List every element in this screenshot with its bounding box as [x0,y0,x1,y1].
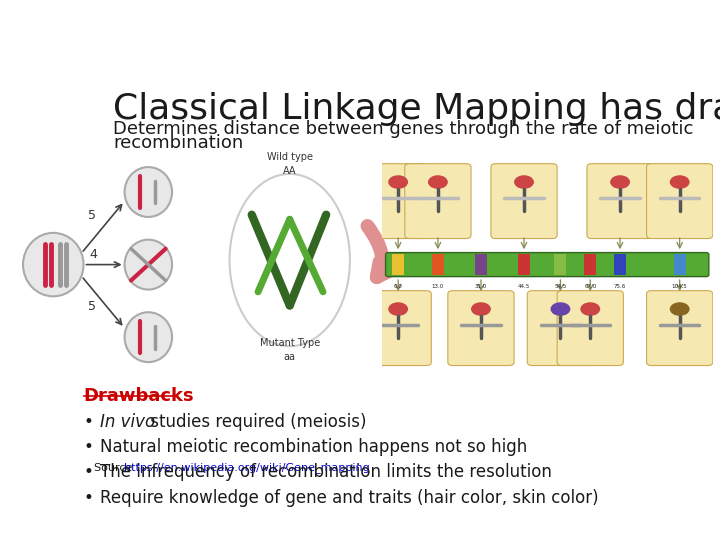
Text: 104.5: 104.5 [672,285,688,289]
Circle shape [125,312,172,362]
Text: 44.5: 44.5 [518,285,530,289]
Text: 75.6: 75.6 [614,285,626,289]
FancyBboxPatch shape [527,291,593,366]
Circle shape [125,167,172,217]
Text: 0.0: 0.0 [394,285,402,289]
Text: 67.0: 67.0 [584,285,596,289]
Circle shape [388,176,408,189]
FancyBboxPatch shape [557,291,624,366]
Circle shape [670,176,690,189]
Circle shape [23,233,84,296]
Text: 54.5: 54.5 [554,285,567,289]
Bar [614,254,626,275]
Text: Natural meiotic recombination happens not so high: Natural meiotic recombination happens no… [99,438,527,456]
Circle shape [388,302,408,316]
Circle shape [471,302,491,316]
FancyBboxPatch shape [386,253,708,276]
Text: AA: AA [283,166,297,176]
Bar [674,254,685,275]
Text: Drawbacks: Drawbacks [84,387,194,405]
FancyBboxPatch shape [647,164,713,239]
Circle shape [514,176,534,189]
Text: 13.0: 13.0 [432,285,444,289]
FancyBboxPatch shape [647,291,713,366]
FancyBboxPatch shape [448,291,514,366]
FancyBboxPatch shape [365,291,431,366]
Text: Determines distance between genes through the rate of meiotic: Determines distance between genes throug… [113,120,693,138]
Text: recombination: recombination [113,134,243,152]
FancyBboxPatch shape [587,164,653,239]
Text: Classical Linkage Mapping has drawbacks: Classical Linkage Mapping has drawbacks [113,92,720,126]
Text: 5: 5 [88,300,96,313]
Text: •: • [84,489,94,507]
Circle shape [428,176,448,189]
Bar [475,254,487,275]
FancyBboxPatch shape [491,164,557,239]
Text: 4: 4 [89,248,97,261]
FancyBboxPatch shape [365,164,431,239]
Text: https://en.wikipedia.org/wiki/Gene_mapping: https://en.wikipedia.org/wiki/Gene_mappi… [124,462,370,473]
Text: aa: aa [284,352,296,362]
Circle shape [230,174,350,346]
Text: 31.0: 31.0 [474,285,487,289]
Circle shape [125,240,172,289]
Text: •: • [84,414,94,431]
FancyBboxPatch shape [405,164,471,239]
Text: 5: 5 [88,209,96,222]
Text: In vivo: In vivo [99,414,155,431]
Bar [432,254,444,275]
Circle shape [580,302,600,316]
Text: Mutant Type: Mutant Type [260,338,320,348]
Text: Require knowledge of gene and traits (hair color, skin color): Require knowledge of gene and traits (ha… [99,489,598,507]
Bar [554,254,567,275]
Text: Wild type: Wild type [266,152,312,163]
Bar [518,254,530,275]
Text: The infrequency of recombination limits the resolution: The infrequency of recombination limits … [99,463,552,481]
Circle shape [551,302,570,316]
Circle shape [610,176,630,189]
Circle shape [670,302,690,316]
Bar [585,254,596,275]
Text: •: • [84,463,94,481]
Text: studies required (meiosis): studies required (meiosis) [145,414,366,431]
Bar [392,254,404,275]
Text: •: • [84,438,94,456]
Text: Source :: Source : [94,463,143,473]
